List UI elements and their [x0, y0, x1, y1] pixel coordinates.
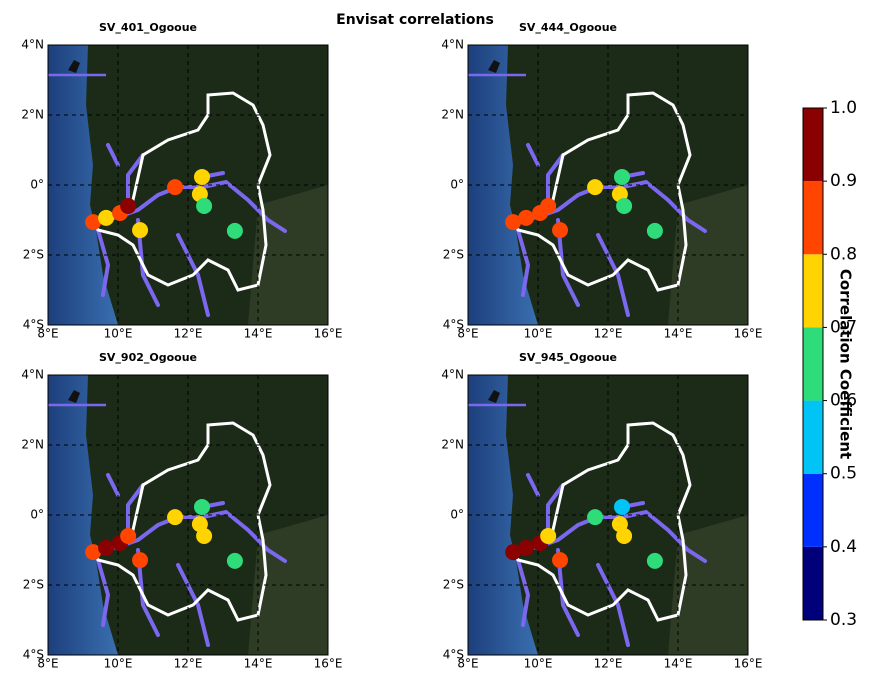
station-point	[226, 222, 243, 239]
colorbar-tick-label: 0.5	[830, 464, 857, 484]
station-point	[226, 552, 243, 569]
station-point	[646, 552, 663, 569]
y-tick-label: 4°N	[21, 38, 44, 52]
station-point	[646, 222, 663, 239]
panel-frame	[467, 44, 749, 326]
station-point	[194, 498, 210, 515]
colorbar-tick-label: 0.6	[830, 391, 857, 411]
station-point	[85, 544, 102, 561]
x-tick-label: 14°E	[664, 327, 693, 341]
y-tick-label: 4°S	[23, 648, 44, 662]
y-tick-label: 2°N	[21, 438, 44, 452]
x-tick-label: 8°E	[457, 657, 478, 671]
panel-frame	[47, 374, 329, 656]
y-tick-label: 2°S	[443, 248, 464, 262]
panel-title: SV_945_Ogooue	[519, 351, 617, 364]
colorbar-tick-label: 0.4	[830, 537, 857, 557]
station-point	[98, 209, 115, 226]
station-point	[167, 179, 184, 196]
x-tick-label: 14°E	[244, 327, 273, 341]
panel-frame	[47, 44, 329, 326]
x-tick-label: 12°E	[174, 327, 203, 341]
x-tick-label: 8°E	[37, 657, 58, 671]
colorbar-tick-label: 0.8	[830, 244, 857, 264]
station-point	[505, 214, 522, 231]
y-tick-label: 2°S	[23, 578, 44, 592]
panel-title: SV_444_Ogooue	[519, 21, 617, 34]
station-point	[616, 198, 633, 214]
x-tick-label: 10°E	[104, 657, 133, 671]
x-tick-label: 12°E	[594, 657, 623, 671]
y-tick-label: 2°S	[23, 248, 44, 262]
x-tick-label: 14°E	[664, 657, 693, 671]
colorbar-segment	[803, 108, 823, 182]
station-point	[98, 539, 115, 556]
x-tick-label: 16°E	[734, 657, 763, 671]
colorbar-segment	[803, 181, 823, 255]
y-tick-label: 2°N	[441, 108, 464, 122]
station-point	[196, 198, 213, 214]
station-point	[167, 509, 184, 526]
station-point	[540, 528, 557, 544]
panel-title: SV_902_Ogooue	[99, 351, 197, 364]
x-tick-label: 12°E	[174, 657, 203, 671]
colorbar-tick-label: 0.3	[830, 610, 857, 630]
station-point	[132, 552, 149, 569]
station-point	[616, 528, 633, 544]
y-tick-label: 2°N	[21, 108, 44, 122]
colorbar-segment	[803, 254, 823, 328]
colorbar-tick-label: 0.9	[830, 171, 857, 191]
x-tick-label: 16°E	[314, 327, 343, 341]
y-tick-label: 0°	[30, 508, 44, 522]
colorbar-tick-label: 1.0	[830, 98, 857, 118]
station-point	[120, 198, 137, 214]
colorbar-label: Correlation Coefficient	[837, 269, 855, 459]
x-tick-label: 14°E	[244, 657, 273, 671]
x-tick-label: 8°E	[37, 327, 58, 341]
y-tick-label: 2°N	[441, 438, 464, 452]
y-tick-label: 0°	[30, 178, 44, 192]
colorbar-segment	[803, 400, 823, 474]
y-tick-label: 4°S	[443, 318, 464, 332]
y-tick-label: 0°	[450, 508, 464, 522]
x-tick-label: 12°E	[594, 327, 623, 341]
y-tick-label: 4°N	[441, 38, 464, 52]
station-point	[518, 539, 535, 556]
panel-frame	[467, 374, 749, 656]
x-tick-label: 10°E	[524, 657, 553, 671]
station-point	[552, 552, 569, 569]
y-tick-label: 4°N	[21, 368, 44, 382]
x-tick-label: 16°E	[734, 327, 763, 341]
station-point	[196, 528, 213, 544]
x-tick-label: 10°E	[104, 327, 133, 341]
colorbar-frame	[802, 107, 824, 621]
x-tick-label: 16°E	[314, 657, 343, 671]
station-point	[505, 544, 522, 561]
station-point	[614, 498, 630, 515]
colorbar-segment	[803, 546, 823, 620]
y-tick-label: 4°S	[23, 318, 44, 332]
x-tick-label: 10°E	[524, 327, 553, 341]
panel-title: SV_401_Ogooue	[99, 21, 197, 34]
station-point	[194, 168, 210, 185]
y-tick-label: 0°	[450, 178, 464, 192]
y-tick-label: 4°S	[443, 648, 464, 662]
y-tick-label: 2°S	[443, 578, 464, 592]
station-point	[587, 509, 604, 526]
station-point	[85, 214, 102, 231]
station-point	[587, 179, 604, 196]
colorbar-tick-label: 0.7	[830, 317, 857, 337]
station-point	[132, 222, 149, 239]
figure-title: Envisat correlations	[336, 12, 494, 28]
station-point	[518, 209, 535, 226]
station-point	[552, 222, 569, 239]
colorbar-segment	[803, 327, 823, 401]
station-point	[120, 528, 137, 544]
x-tick-label: 8°E	[457, 327, 478, 341]
station-point	[614, 168, 630, 185]
station-point	[540, 198, 557, 214]
y-tick-label: 4°N	[441, 368, 464, 382]
colorbar-segment	[803, 473, 823, 547]
